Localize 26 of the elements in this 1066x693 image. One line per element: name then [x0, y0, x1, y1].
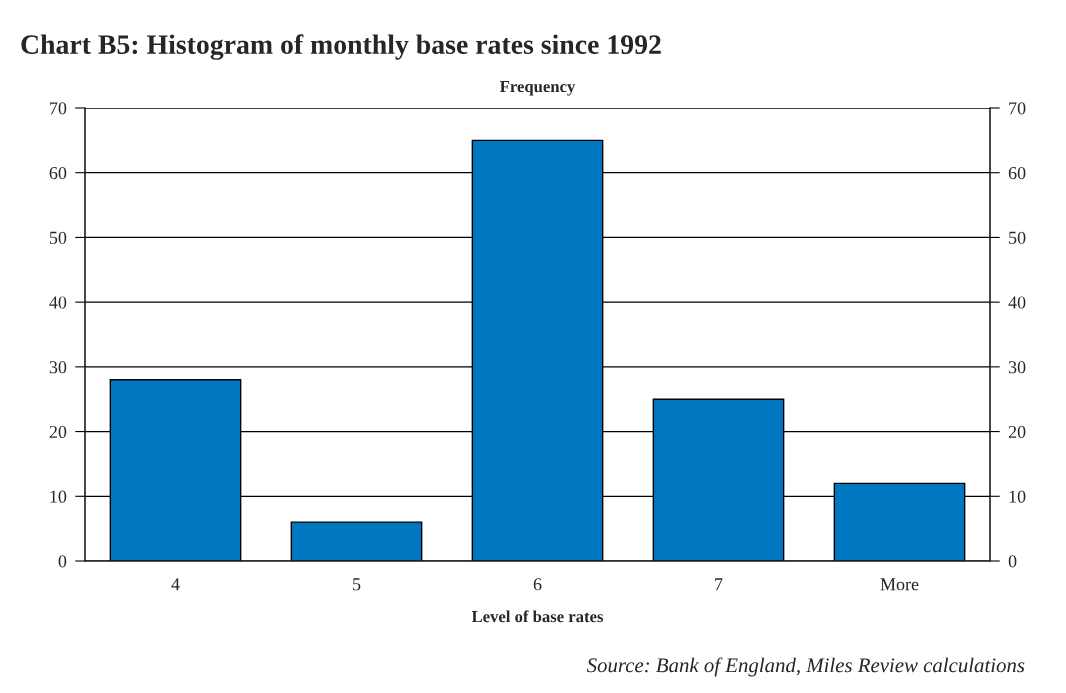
source-note: Source: Bank of England, Miles Review calculations: [586, 657, 1025, 677]
chart-title: Chart B5: Histogram of monthly base rates since 1992: [21, 34, 661, 60]
y2-tick-label: 10: [1009, 490, 1026, 503]
y-tick-label: 70: [50, 102, 67, 115]
y2-tick-label: 40: [1008, 296, 1026, 309]
x-tick-label: More: [880, 578, 919, 591]
y2-tick-label: 20: [1008, 425, 1026, 439]
y-tick-label: 10: [50, 490, 67, 503]
y-tick-label: 40: [49, 296, 67, 309]
y-tick-label: 60: [49, 166, 67, 180]
y-tick-label: 20: [49, 425, 67, 439]
text: Frequency: [499, 81, 576, 96]
x-tick-label: 5: [353, 578, 361, 591]
x-tick-label: 4: [171, 578, 180, 591]
y-tick-label: 30: [49, 361, 67, 374]
y2-tick-label: 60: [1008, 166, 1026, 180]
x-tick-label: 6: [533, 578, 542, 591]
y-tick-label: 50: [49, 231, 67, 244]
bar: [290, 521, 423, 561]
y-tick-label: 0: [58, 555, 67, 568]
x-tick-label: 7: [715, 578, 723, 591]
y2-tick-label: 30: [1008, 361, 1026, 374]
y2-tick-label: 0: [1008, 555, 1017, 568]
y2-tick-label: 70: [1009, 102, 1026, 115]
y2-tick-label: 50: [1009, 231, 1026, 244]
x-axis-title: Level of base rates: [471, 610, 604, 623]
